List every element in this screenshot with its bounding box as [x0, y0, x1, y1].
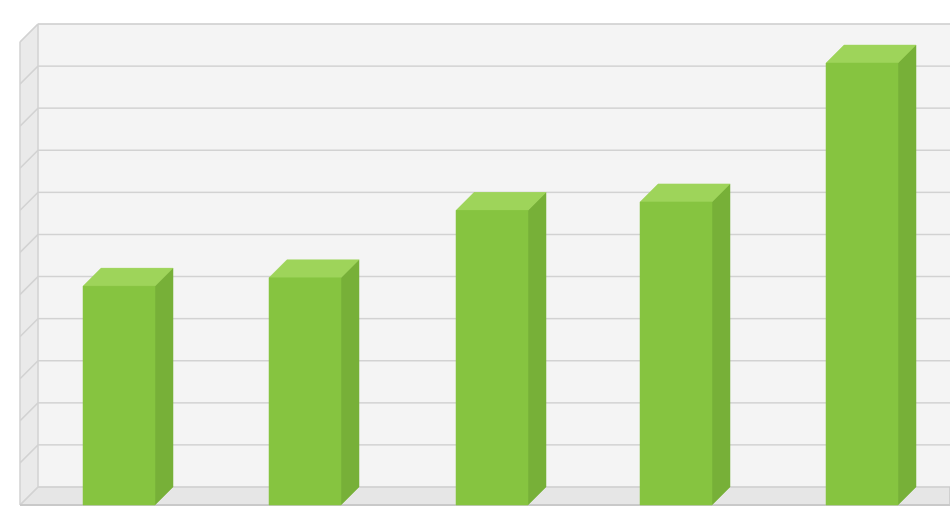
bar-side	[341, 260, 359, 505]
bar-side	[155, 268, 173, 505]
chart-canvas	[0, 0, 950, 523]
bar-side	[712, 184, 730, 505]
bar-front	[269, 278, 341, 505]
bar-front	[456, 210, 528, 505]
bar-side	[528, 192, 546, 505]
bar-chart	[0, 0, 950, 523]
bar-front	[83, 286, 155, 505]
side-wall	[20, 24, 38, 505]
bar-side	[898, 45, 916, 505]
bar-front	[640, 202, 712, 505]
bar-front	[826, 63, 898, 505]
